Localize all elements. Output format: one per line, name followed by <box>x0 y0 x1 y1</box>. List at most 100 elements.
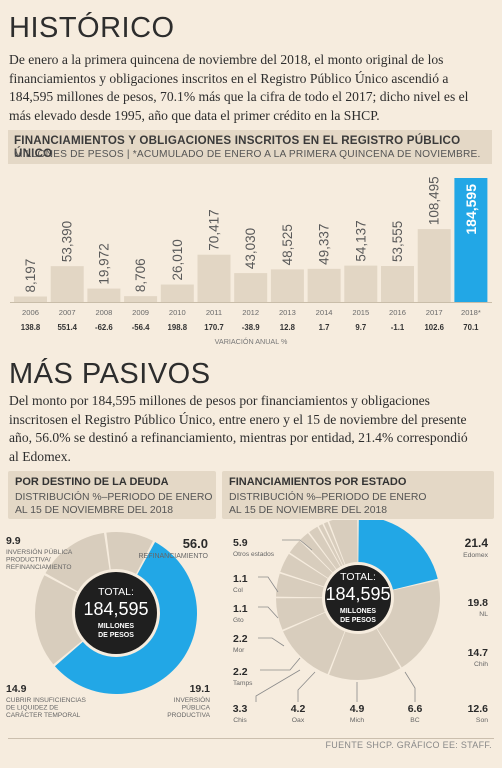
slice-value: 1.1 <box>233 603 248 615</box>
slice-value: 1.1 <box>233 573 248 585</box>
slice-label-line: CUBRIR INSUFICIENCIAS <box>6 697 86 704</box>
slice-label: Mor <box>233 647 245 654</box>
slice-value: 12.6 <box>468 703 489 715</box>
variation-axis-label: VARIACIÓN ANUAL % <box>215 337 288 346</box>
bar <box>270 269 304 302</box>
bar-value-label: 184,595 <box>463 184 479 235</box>
x-tick-label: 2012 <box>242 308 259 317</box>
leader-line <box>282 539 313 551</box>
donut-slice <box>323 521 345 566</box>
donut-slice-highlight <box>358 520 438 590</box>
slice-label: Gto <box>233 617 244 624</box>
donut-slice <box>106 532 153 574</box>
bar <box>344 265 378 302</box>
leader-line <box>258 606 279 619</box>
total-value: 184,595 <box>325 584 390 604</box>
slice-label: Son <box>476 717 488 724</box>
bar <box>234 273 268 302</box>
slice-label: INVERSIÓN PÚBLICA PRODUCTIVA <box>167 695 210 719</box>
bar-chart-title: FINANCIAMIENTOS Y OBLIGACIONES INSCRITOS… <box>14 134 461 160</box>
bar-chart-subtitle: MILLONES DE PESOS | *ACUMULADO DE ENERO … <box>14 149 481 160</box>
donut-slice <box>289 540 333 579</box>
slice-label: Mich <box>350 717 365 724</box>
variation-label: -62.6 <box>95 323 113 332</box>
bar-value-label: 8,197 <box>23 259 38 293</box>
bar <box>87 288 121 302</box>
donut-slice-highlight <box>54 542 197 694</box>
destino-panel-subtitle-line: AL 15 DE NOVIEMBRE DEL 2018 <box>15 505 174 516</box>
variation-label: -1.1 <box>391 323 405 332</box>
donut-slice <box>280 553 328 587</box>
slice-value: 6.6 <box>408 703 423 715</box>
slice-label: CUBRIR INSUFICIENCIAS DE LIQUIDEZ DE CARÁC… <box>6 697 86 719</box>
leader-line <box>258 637 285 647</box>
mas-pasivos-line: Del monto por 184,595 millones de pesos … <box>9 393 430 408</box>
variation-label: -38.9 <box>242 323 260 332</box>
slice-value: 9.9 <box>6 535 21 547</box>
variation-label: 551.4 <box>57 323 77 332</box>
slice-label: Tamps <box>233 680 253 687</box>
slice-value: 19.1 <box>190 683 211 695</box>
donut-slice <box>329 628 401 680</box>
total-value: 184,595 <box>83 599 148 619</box>
leader-line <box>404 671 416 702</box>
bar <box>197 254 231 302</box>
donut-slice <box>276 573 324 598</box>
bar <box>160 284 194 302</box>
x-tick-label: 2018* <box>461 308 481 317</box>
slice-value: 2.2 <box>233 666 248 678</box>
slice-label-line: INVERSIÓN PÚBLICA <box>6 547 73 556</box>
historico-line: financiamientos y obligaciones inscritos… <box>9 70 449 86</box>
slice-value: 4.2 <box>291 703 306 715</box>
mas-pasivos-line: año, 56.0% se destinó a refinanciamiento… <box>9 430 468 445</box>
historico-line: De enero a la primera quincena de noviem… <box>9 52 444 67</box>
slice-value: 56.0 <box>183 536 208 551</box>
donut-slice <box>309 526 341 570</box>
x-tick-label: 2017 <box>426 308 443 317</box>
mas-pasivos-paragraph: Del monto por 184,595 millones de pesos … <box>9 392 499 466</box>
variation-label: 70.1 <box>463 323 479 332</box>
slice-label: INVERSIÓN PÚBLICA PRODUCTIVA/REFINANCIAMI… <box>6 547 73 571</box>
x-tick-label: 2006 <box>22 308 39 317</box>
historico-line: 184,595 millones de pesos, 70.1% más que… <box>9 89 469 104</box>
slice-label: Edomex <box>463 552 489 559</box>
variation-label: 170.7 <box>204 323 224 332</box>
bar-value-label: 19,972 <box>96 243 111 284</box>
slice-label: Chis <box>233 717 247 724</box>
variation-label: -56.4 <box>132 323 150 332</box>
slice-value: 3.3 <box>233 703 248 715</box>
slice-value: 19.8 <box>468 597 489 609</box>
donut-slice <box>329 520 358 565</box>
bar <box>14 296 47 302</box>
x-tick-label: 2016 <box>389 308 406 317</box>
bar-value-label: 70,417 <box>207 209 222 250</box>
mas-pasivos-line: al Edomex. <box>9 448 71 464</box>
slice-value: 21.4 <box>465 536 489 550</box>
destino-panel-header: POR DESTINO DE LA DEUDA DISTRIBUCIÓN %–P… <box>8 471 216 519</box>
destino-panel-subtitle: DISTRIBUCIÓN %–PERIODO DE ENERO AL 15 DE… <box>15 491 212 517</box>
total-unit: MILLONES <box>98 623 134 630</box>
bar-value-label: 54,137 <box>353 220 368 261</box>
x-tick-label: 2013 <box>279 308 296 317</box>
total-unit: DE PESOS <box>340 617 376 624</box>
historico-paragraph: De enero a la primera quincena de noviem… <box>9 51 499 125</box>
slice-label-line: CARÁCTER TEMPORAL <box>6 710 81 719</box>
bar <box>417 229 451 302</box>
x-tick-label: 2008 <box>95 308 112 317</box>
bar-highlight <box>454 178 488 302</box>
leader-line <box>258 576 279 593</box>
total-label: TOTAL: <box>98 586 134 598</box>
slice-label: REFINANCIAMIENTO <box>139 553 209 560</box>
leader-line <box>255 669 301 702</box>
estado-panel-title: FINANCIAMIENTOS POR ESTADO <box>229 476 407 488</box>
donut-center <box>325 565 391 631</box>
estado-panel-subtitle-line: DISTRIBUCIÓN %–PERIODO DE ENERO <box>229 492 427 503</box>
slice-label: BC <box>410 717 420 724</box>
bar <box>307 268 341 302</box>
x-tick-label: 2014 <box>316 308 333 317</box>
footer-divider <box>8 738 494 739</box>
historico-title: HISTÓRICO <box>9 12 175 44</box>
variation-label: 9.7 <box>355 323 366 332</box>
bar-value-label: 53,390 <box>60 221 75 262</box>
